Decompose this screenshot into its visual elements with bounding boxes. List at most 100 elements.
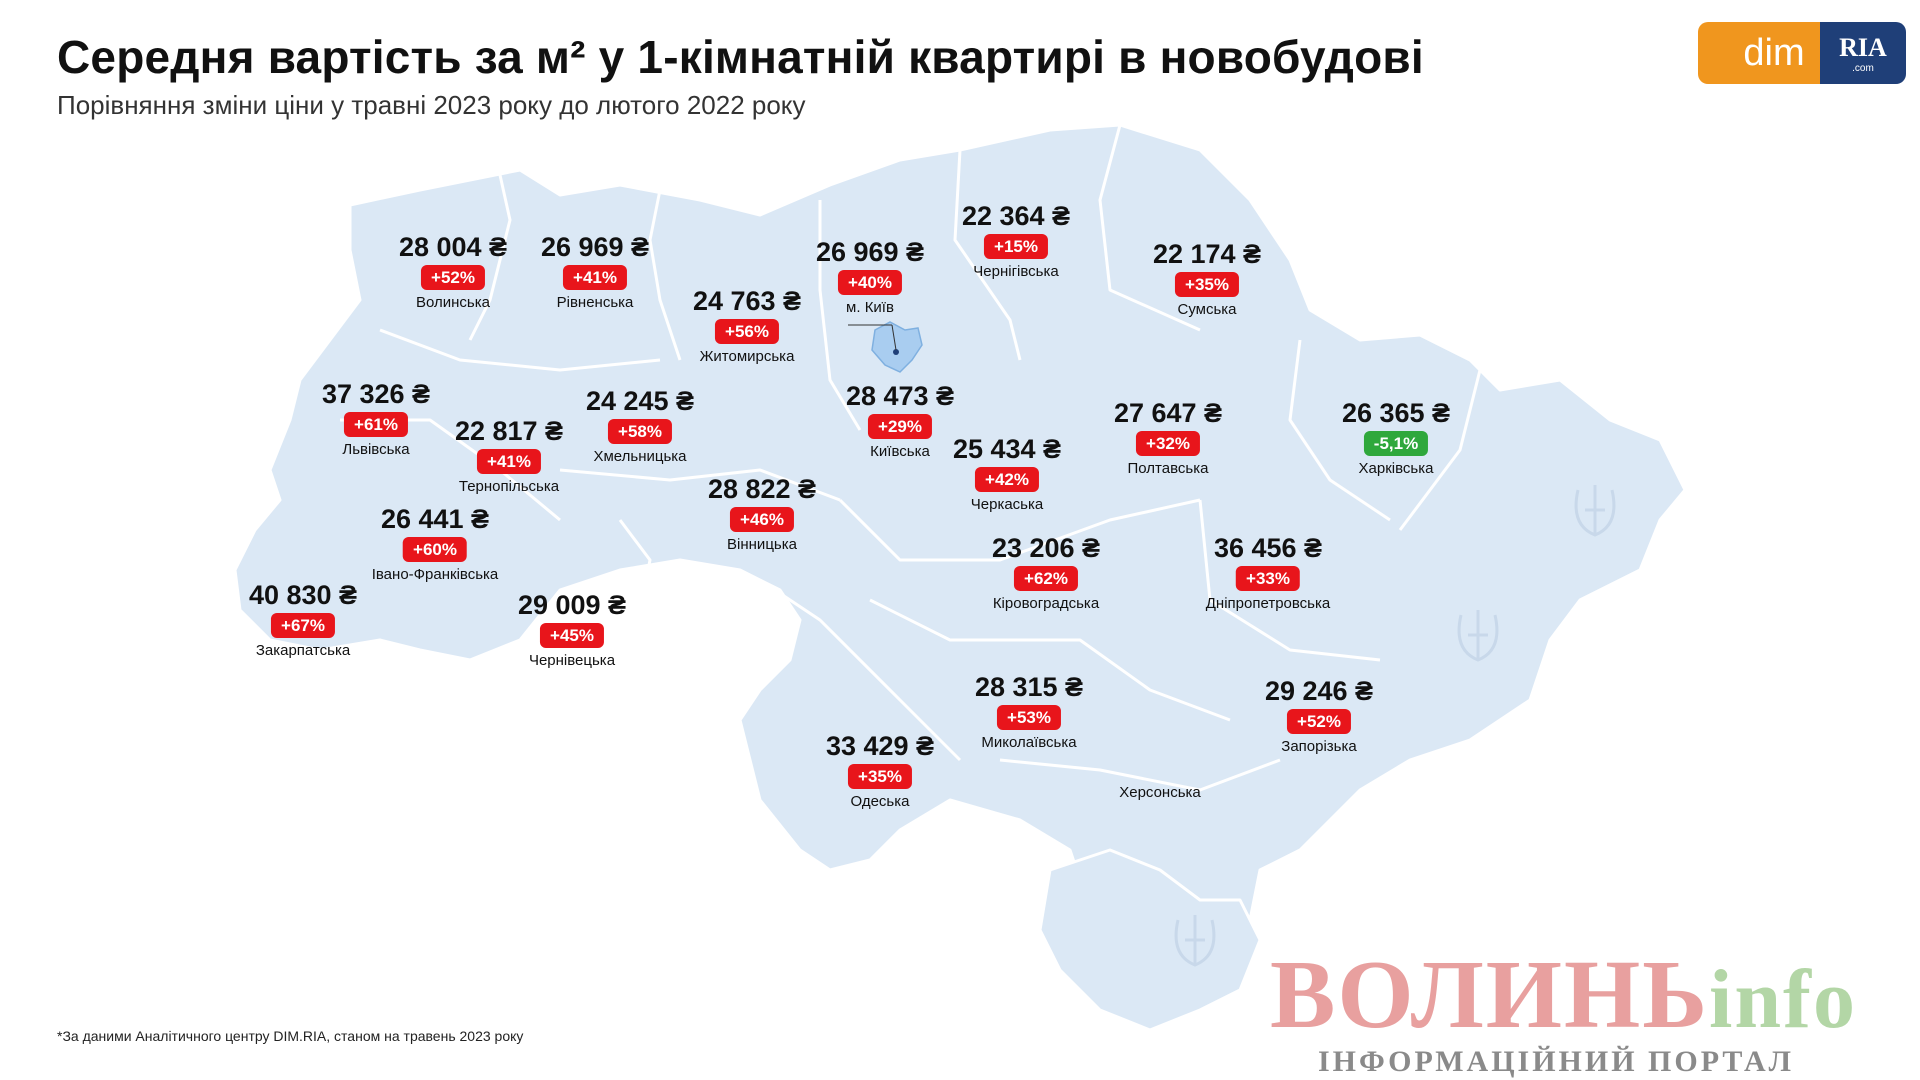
region-name: Сумська (1177, 301, 1237, 318)
region-name: Івано-Франківська (371, 566, 499, 583)
region-name: Львівська (342, 441, 410, 458)
region-sumy: 22 174 ₴ +35% Сумська (1153, 238, 1261, 319)
region-price: 33 429 ₴ (825, 731, 935, 761)
region-chernihiv: 22 364 ₴ +15% Чернігівська (962, 200, 1070, 281)
region-odesa: 33 429 ₴ +35% Одеська (826, 730, 934, 811)
change-badge: +41% (563, 265, 627, 290)
region-chernivtsi: 29 009 ₴ +45% Чернівецька (518, 589, 626, 670)
region-volyn: 28 004 ₴ +52% Волинська (399, 231, 507, 312)
volyn-info-watermark: ВОЛИНЬinfo ІНФОРМАЦІЙНИЙ ПОРТАЛ (1270, 945, 1910, 1080)
change-badge: +41% (477, 449, 541, 474)
region-price: 22 817 ₴ (454, 416, 564, 446)
region-kyiv-city: 26 969 ₴ +40% м. Київ (816, 236, 924, 317)
region-price: 26 969 ₴ (815, 237, 925, 267)
page-title: Середня вартість за м² у 1-кімнатній ква… (57, 31, 1424, 83)
region-kyiv-oblast: 28 473 ₴ +29% Київська (846, 380, 954, 461)
region-name: Вінницька (727, 536, 797, 553)
region-name: Миколаївська (981, 734, 1077, 751)
region-price: 22 174 ₴ (1152, 239, 1262, 269)
change-badge: +61% (344, 412, 408, 437)
region-zhytomyr: 24 763 ₴ +56% Житомирська (693, 285, 801, 366)
region-vinnytsia: 28 822 ₴ +46% Вінницька (708, 473, 816, 554)
region-name: Кіровоградська (992, 595, 1100, 612)
page-subtitle: Порівняння зміни ціни у травні 2023 року… (57, 90, 806, 120)
logo-ria-sub: .com (1852, 62, 1874, 74)
watermark-tagline: ІНФОРМАЦІЙНИЙ ПОРТАЛ (1318, 1045, 1794, 1078)
region-mykolaiv: 28 315 ₴ +53% Миколаївська (975, 671, 1083, 752)
change-badge: +52% (421, 265, 485, 290)
region-kharkiv: 26 365 ₴ -5,1% Харківська (1342, 397, 1450, 478)
region-price: 23 206 ₴ (991, 533, 1101, 563)
region-price: 28 315 ₴ (974, 672, 1084, 702)
region-dnipropetrovsk: 36 456 ₴ +33% Дніпропетровська (1206, 532, 1330, 613)
region-poltava: 27 647 ₴ +32% Полтавська (1114, 397, 1222, 478)
region-name: Полтавська (1127, 460, 1209, 477)
region-price: 36 456 ₴ (1213, 533, 1323, 563)
region-cherkasy: 25 434 ₴ +42% Черкаська (953, 433, 1061, 514)
region-name: Волинська (416, 294, 490, 311)
region-price: 26 441 ₴ (380, 504, 490, 534)
region-price: 28 004 ₴ (398, 232, 508, 262)
region-rivne: 26 969 ₴ +41% Рівненська (541, 231, 649, 312)
change-badge: +52% (1287, 709, 1351, 734)
region-price: 26 365 ₴ (1341, 398, 1451, 428)
change-badge: +53% (997, 705, 1061, 730)
region-name: Рівненська (556, 294, 634, 311)
region-name: Київська (870, 443, 930, 460)
watermark-main: ВОЛИНЬinfo (1270, 945, 1857, 1050)
change-badge: +62% (1014, 566, 1078, 591)
change-badge: +45% (540, 623, 604, 648)
region-lviv: 37 326 ₴ +61% Львівська (322, 378, 430, 459)
region-price: 28 473 ₴ (845, 381, 955, 411)
trident-icon-crimea (1174, 915, 1216, 967)
change-badge: +32% (1136, 431, 1200, 456)
region-ivano-frankivsk: 26 441 ₴ +60% Івано-Франківська (372, 503, 499, 584)
region-name: Чернівецька (528, 652, 616, 669)
kyiv-city-shape (871, 321, 923, 373)
change-badge: +15% (984, 234, 1048, 259)
region-name: Чернігівська (973, 263, 1059, 280)
change-badge: +40% (838, 270, 902, 295)
region-name: Херсонська (1119, 784, 1201, 801)
region-name: Тернопільська (458, 478, 560, 495)
region-name: м. Київ (846, 299, 894, 316)
region-price: 27 647 ₴ (1113, 398, 1223, 428)
region-price: 24 763 ₴ (692, 286, 802, 316)
region-price: 26 969 ₴ (540, 232, 650, 262)
logo-ria-text: RIA (1839, 32, 1887, 62)
logo-ria: RIA .com (1820, 22, 1906, 84)
region-price: 37 326 ₴ (321, 379, 431, 409)
region-price: 40 830 ₴ (248, 580, 358, 610)
region-name: Запорізька (1281, 738, 1357, 755)
watermark-main-text: ВОЛИНЬ (1270, 941, 1709, 1049)
change-badge: +67% (271, 613, 335, 638)
trident-icon-luhansk (1457, 610, 1499, 662)
region-name: Закарпатська (255, 642, 351, 659)
crimea-shape (1038, 848, 1262, 1032)
change-badge: +33% (1236, 566, 1300, 591)
region-price: 29 009 ₴ (517, 590, 627, 620)
region-kirovohrad: 23 206 ₴ +62% Кіровоградська (992, 532, 1100, 613)
change-badge: +42% (975, 467, 1039, 492)
region-zaporizhzhia: 29 246 ₴ +52% Запорізька (1265, 675, 1373, 756)
region-name: Дніпропетровська (1205, 595, 1331, 612)
region-name: Хмельницька (593, 448, 687, 465)
change-badge: +46% (730, 507, 794, 532)
region-name: Харківська (1358, 460, 1434, 477)
change-badge: +35% (848, 764, 912, 789)
dim-ria-logo[interactable]: dim RIA .com (1698, 22, 1906, 84)
trident-icon-kharkiv (1574, 485, 1616, 537)
change-badge: +35% (1175, 272, 1239, 297)
region-khmelnytskyi: 24 245 ₴ +58% Хмельницька (586, 385, 694, 466)
change-badge: +56% (715, 319, 779, 344)
region-price: 22 364 ₴ (961, 201, 1071, 231)
region-price: 25 434 ₴ (952, 434, 1062, 464)
change-badge: -5,1% (1363, 431, 1429, 456)
source-footnote: *За даними Аналітичного центру DIM.RIA, … (57, 1028, 524, 1044)
region-name: Житомирська (699, 348, 795, 365)
kyiv-city-point (893, 349, 899, 355)
change-badge: +60% (403, 537, 467, 562)
watermark-suffix: info (1708, 953, 1858, 1046)
region-name: Черкаська (970, 496, 1044, 513)
